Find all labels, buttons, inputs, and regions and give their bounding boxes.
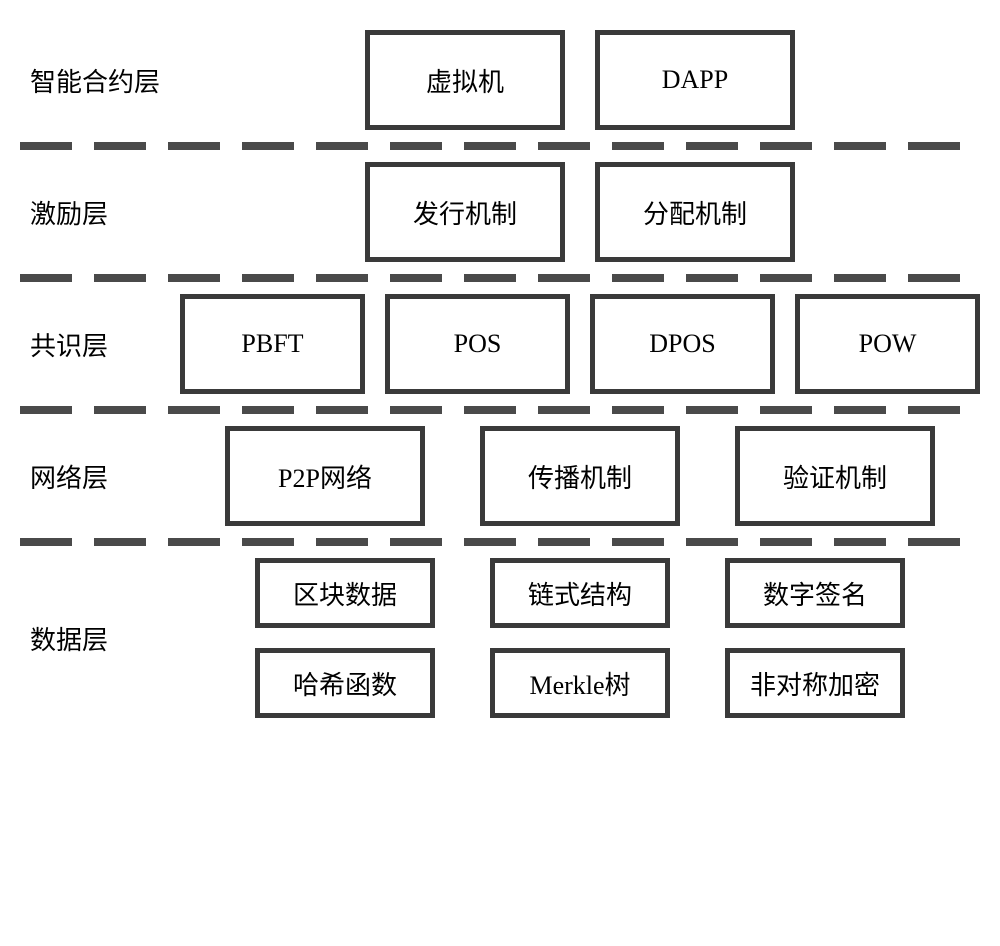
boxes-area: PBFTPOSDPOSPOW [180,294,980,394]
diagram-box: 验证机制 [735,426,935,526]
diagram-box: 分配机制 [595,162,795,262]
layer-label: 智能合约层 [20,62,180,99]
boxes-area: 区块数据链式结构数字签名哈希函数Merkle树非对称加密 [180,558,980,718]
diagram-box: P2P网络 [225,426,425,526]
diagram-box: DPOS [590,294,775,394]
box-line: 发行机制分配机制 [365,162,795,262]
diagram-box: PBFT [180,294,365,394]
diagram-box: Merkle树 [490,648,670,718]
layer-label: 共识层 [20,326,180,363]
blockchain-layer-diagram: 智能合约层 虚拟机 DAPP 激励层 发行机制分配机制共识层PBFTPOSDPOSPOW… [20,30,980,718]
layer-row: 网络层 P2P网络传播机制验证机制 [20,426,980,526]
layer-label: 激励层 [20,194,180,231]
box-line: 虚拟机 DAPP [365,30,795,130]
diagram-box: 非对称加密 [725,648,905,718]
diagram-box: 数字签名 [725,558,905,628]
layer-row: 智能合约层 虚拟机 DAPP [20,30,980,130]
diagram-box: 发行机制 [365,162,565,262]
diagram-box: 哈希函数 [255,648,435,718]
diagram-box: 虚拟机 [365,30,565,130]
layer-divider [20,142,980,150]
boxes-area: 虚拟机 DAPP [180,30,980,130]
layer-row: 数据层区块数据链式结构数字签名哈希函数Merkle树非对称加密 [20,558,980,718]
layer-row: 激励层 发行机制分配机制 [20,162,980,262]
diagram-box: POW [795,294,980,394]
layer-divider [20,538,980,546]
box-line: PBFTPOSDPOSPOW [180,294,980,394]
diagram-box: DAPP [595,30,795,130]
layer-label: 数据层 [20,620,180,657]
layer-label: 网络层 [20,458,180,495]
layer-divider [20,406,980,414]
box-line: 区块数据链式结构数字签名 [255,558,905,628]
diagram-box: 区块数据 [255,558,435,628]
box-line: 哈希函数 Merkle树非对称加密 [255,648,905,718]
diagram-box: POS [385,294,570,394]
boxes-area: 发行机制分配机制 [180,162,980,262]
boxes-area: P2P网络传播机制验证机制 [180,426,980,526]
diagram-box: 传播机制 [480,426,680,526]
box-line: P2P网络传播机制验证机制 [225,426,935,526]
layer-row: 共识层PBFTPOSDPOSPOW [20,294,980,394]
diagram-box: 链式结构 [490,558,670,628]
layer-divider [20,274,980,282]
